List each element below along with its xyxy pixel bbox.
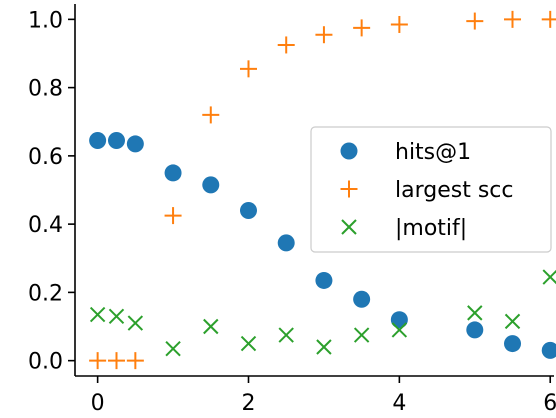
data-point — [541, 10, 556, 28]
y-tick-label: 1.0 — [28, 8, 63, 33]
data-point — [89, 132, 107, 150]
data-point — [164, 207, 182, 225]
data-point — [542, 269, 556, 285]
axes — [74, 4, 554, 377]
data-point — [89, 306, 106, 323]
y-tick-label: 0.6 — [28, 145, 63, 170]
data-point — [165, 340, 181, 357]
legend-marker — [341, 219, 357, 235]
data-point — [240, 335, 257, 352]
data-point — [164, 164, 182, 182]
data-point — [202, 106, 220, 124]
x-tick-label: 4 — [392, 391, 406, 416]
data-point — [353, 290, 371, 308]
data-point — [126, 352, 144, 370]
legend-label: hits@1 — [395, 140, 471, 165]
x-axis-ticks: 0 2 4 6 — [91, 376, 556, 416]
y-tick-label: 0.2 — [28, 281, 63, 306]
data-point — [390, 15, 408, 33]
data-point — [390, 311, 408, 329]
y-tick-label: 0.8 — [28, 77, 63, 102]
legend-item: hits@1 — [340, 140, 471, 165]
data-point — [239, 60, 257, 78]
series-plus — [89, 10, 556, 370]
legend-item: largest scc — [340, 178, 514, 203]
data-point — [504, 10, 522, 28]
y-tick-label: 0.4 — [28, 213, 63, 238]
data-point — [504, 335, 522, 353]
legend: hits@1 largest scc |motif| — [310, 126, 552, 253]
data-point — [353, 19, 371, 37]
data-point — [277, 234, 295, 252]
data-point — [239, 201, 257, 219]
data-point — [89, 352, 107, 370]
y-tick-label: 0.0 — [28, 350, 63, 375]
data-point — [315, 271, 333, 289]
x-tick-label: 0 — [91, 391, 105, 416]
data-point — [108, 308, 125, 324]
legend-label: |motif| — [395, 216, 467, 241]
data-point — [315, 26, 333, 44]
data-point — [316, 339, 332, 355]
data-point — [202, 176, 220, 194]
y-axis-ticks: 0.0 0.2 0.4 0.6 0.8 1.0 — [28, 8, 75, 375]
data-point — [541, 341, 556, 359]
series-x — [89, 269, 556, 357]
series-circle — [89, 132, 556, 359]
data-point — [107, 132, 125, 150]
data-point — [391, 322, 408, 338]
data-point — [277, 36, 295, 54]
data-point — [466, 321, 484, 339]
data-point — [353, 327, 370, 343]
legend-label: largest scc — [395, 178, 514, 203]
legend-marker — [340, 142, 358, 160]
legend-box — [310, 126, 552, 253]
data-point — [127, 315, 144, 331]
series-layer — [89, 10, 556, 370]
x-tick-label: 2 — [241, 391, 255, 416]
legend-item: |motif| — [341, 216, 467, 241]
legend-marker — [340, 180, 358, 198]
data-point — [126, 135, 144, 153]
data-point — [504, 313, 521, 330]
data-point — [107, 352, 125, 370]
data-point — [278, 327, 294, 343]
data-point — [203, 318, 219, 335]
data-point — [467, 305, 483, 321]
x-tick-label: 6 — [543, 391, 556, 416]
data-point — [466, 12, 484, 30]
